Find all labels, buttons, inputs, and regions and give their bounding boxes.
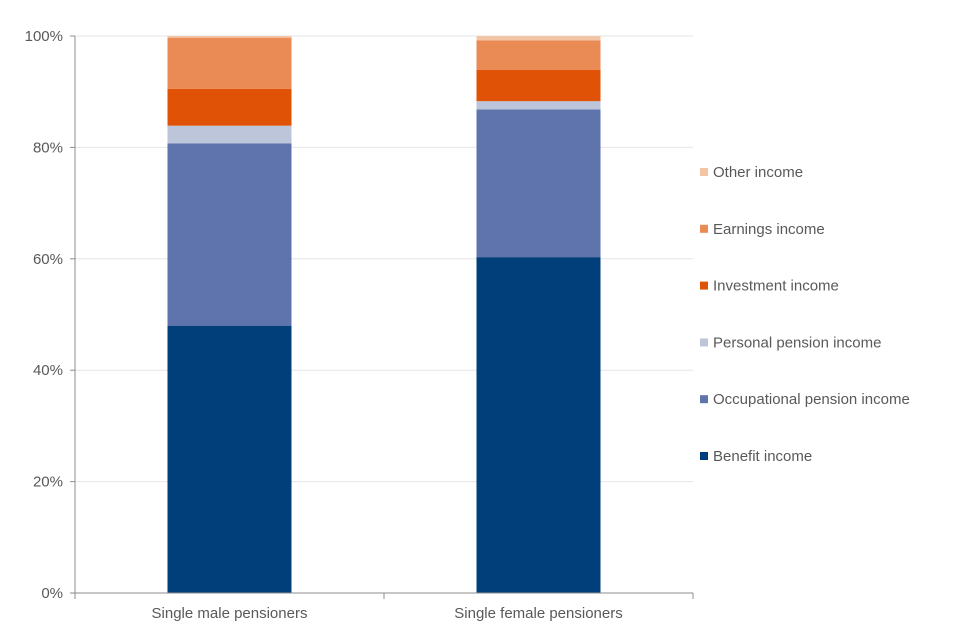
y-tick-label: 100% bbox=[25, 28, 63, 45]
legend-item: Personal pension income bbox=[700, 334, 881, 351]
bar-segment bbox=[167, 37, 292, 89]
x-tick-labels: Single male pensioners Single female pens… bbox=[152, 605, 623, 622]
legend-swatch bbox=[700, 338, 708, 347]
legend-item: Benefit income bbox=[700, 448, 812, 465]
legend-swatch bbox=[700, 452, 708, 460]
legend-item: Occupational pension income bbox=[700, 391, 910, 408]
legend-item: Other income bbox=[700, 164, 803, 181]
legend-label: Benefit income bbox=[713, 448, 812, 465]
bar-segment bbox=[476, 36, 601, 41]
x-tick-label: Single male pensioners bbox=[152, 605, 308, 622]
legend-label: Occupational pension income bbox=[713, 391, 910, 408]
legend-label: Investment income bbox=[713, 278, 839, 295]
bar-segment bbox=[167, 88, 292, 126]
legend-label: Other income bbox=[713, 164, 803, 181]
legend-item: Earnings income bbox=[700, 221, 825, 238]
legend-swatch bbox=[700, 168, 708, 176]
y-tick-label: 20% bbox=[33, 474, 63, 491]
bar-segment bbox=[167, 325, 292, 593]
legend-item: Investment income bbox=[700, 278, 839, 295]
bar-segment bbox=[476, 257, 601, 593]
legend: Other income Earnings income Investment in… bbox=[700, 164, 910, 465]
bar-segment bbox=[476, 101, 601, 110]
y-tick-label: 0% bbox=[41, 585, 63, 602]
legend-label: Personal pension income bbox=[713, 334, 881, 351]
bar-segment bbox=[167, 125, 292, 144]
y-tick-label: 80% bbox=[33, 139, 63, 156]
bar-segment bbox=[476, 40, 601, 70]
x-tick-label: Single female pensioners bbox=[454, 605, 622, 622]
legend-swatch bbox=[700, 281, 708, 290]
bar-segment bbox=[167, 143, 292, 326]
legend-label: Earnings income bbox=[713, 221, 825, 238]
bar-segment bbox=[476, 69, 601, 102]
y-tick-labels: 0% 20% 40% 60% 80% 100% bbox=[25, 28, 63, 602]
axes bbox=[70, 35, 694, 599]
legend-swatch bbox=[700, 224, 708, 233]
legend-swatch bbox=[700, 395, 708, 404]
y-tick-label: 40% bbox=[33, 362, 63, 379]
bar-segment bbox=[476, 109, 601, 258]
y-tick-label: 60% bbox=[33, 251, 63, 268]
bar-segment bbox=[167, 36, 292, 38]
bars bbox=[167, 36, 601, 593]
